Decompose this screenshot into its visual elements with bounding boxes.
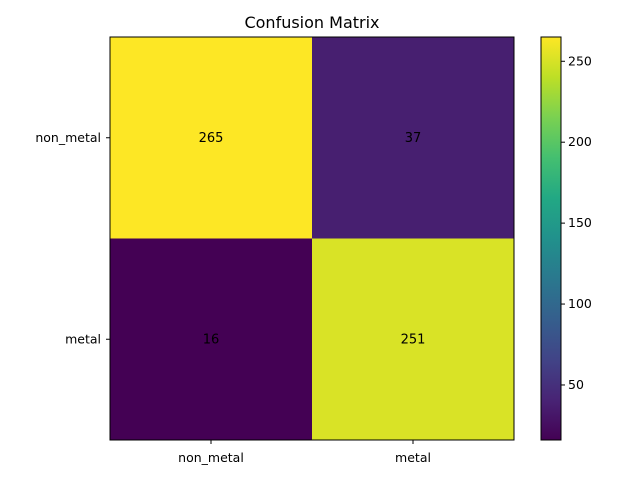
colorbar-tick-label: 200	[568, 134, 592, 149]
x-axis-ticks: non_metal metal	[178, 440, 431, 465]
colorbar	[540, 36, 562, 441]
cell-value-label: 265	[199, 131, 224, 146]
x-tick-label: metal	[395, 450, 431, 465]
heatmap-cell-r0-c1	[312, 37, 514, 239]
y-tick-label: non_metal	[35, 130, 101, 145]
heatmap-cells	[110, 37, 514, 440]
heatmap-cell-r1-c1	[312, 238, 514, 440]
colorbar-tick-label: 150	[568, 215, 592, 230]
x-tick-label: non_metal	[178, 450, 244, 465]
heatmap-cell-labels: 265 37 16 251	[199, 131, 426, 348]
colorbar-tick-label: 100	[568, 296, 592, 311]
colorbar-tick-label: 50	[568, 377, 584, 392]
chart-title: Confusion Matrix	[244, 13, 379, 32]
plot-frame	[109, 36, 515, 441]
heatmap-cell-r0-c0	[110, 37, 312, 239]
colorbar-ticks: 50 100 150 200 250	[561, 53, 592, 392]
cell-value-label: 37	[405, 131, 422, 146]
heatmap-cell-r1-c0	[110, 238, 312, 440]
y-tick-label: metal	[65, 331, 101, 346]
colorbar-tick-label: 250	[568, 53, 592, 68]
cell-value-label: 251	[401, 332, 426, 347]
cell-value-label: 16	[203, 332, 220, 347]
